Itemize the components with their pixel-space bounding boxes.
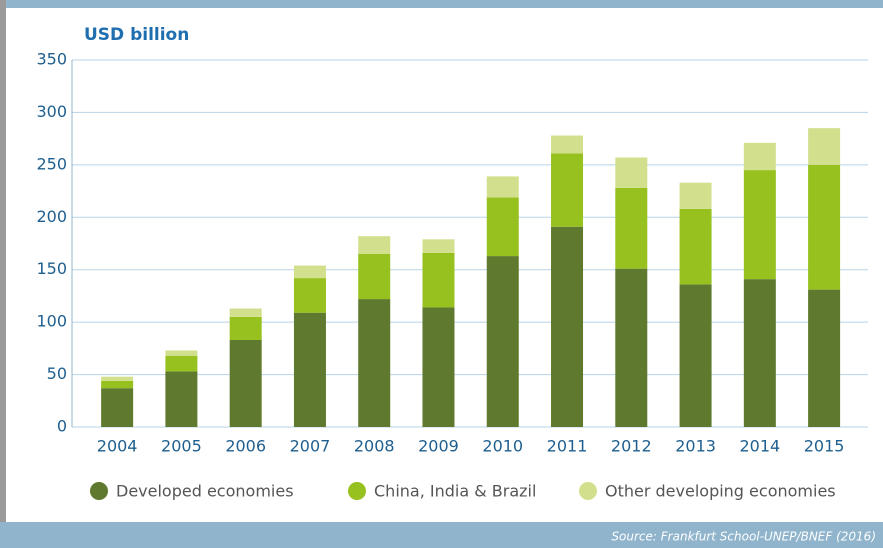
- bar-segment: [165, 350, 198, 356]
- bar-segment: [293, 312, 326, 427]
- source: Source: Frankfurt School-UNEP/BNEF (2016…: [611, 530, 876, 544]
- bar-segment: [293, 278, 326, 313]
- y-tick-label: 350: [36, 50, 67, 69]
- bar-segment: [358, 236, 391, 254]
- bar-segment: [551, 135, 584, 154]
- bar-segment: [422, 252, 455, 308]
- bar-segment: [679, 182, 712, 209]
- x-tick-label: 2007: [290, 437, 331, 456]
- y-tick-label: 50: [47, 364, 67, 383]
- bar-segment: [486, 256, 519, 427]
- bar-segment: [165, 371, 198, 427]
- top-band: [0, 0, 883, 8]
- bar-segment: [165, 355, 198, 372]
- bar-segment: [808, 289, 841, 427]
- y-tick-label: 250: [36, 154, 67, 173]
- bar-segment: [293, 265, 326, 279]
- bar-segment: [229, 339, 262, 427]
- x-tick-label: 2013: [675, 437, 716, 456]
- x-tick-label: 2004: [97, 437, 138, 456]
- bar-segment: [551, 226, 584, 427]
- y-tick-label: 0: [57, 417, 67, 436]
- bar-segment: [808, 128, 841, 165]
- left-edge: [0, 0, 6, 522]
- bottom-band: [0, 522, 883, 548]
- x-tick-label: 2011: [547, 437, 588, 456]
- bar-segment: [615, 268, 648, 427]
- x-tick-label: 2005: [161, 437, 202, 456]
- bar-segment: [551, 153, 584, 227]
- legend-label: Other developing economies: [605, 482, 836, 501]
- bar-segment: [679, 284, 712, 427]
- legend-label: Developed economies: [116, 482, 294, 501]
- x-tick-label: 2009: [418, 437, 459, 456]
- legend-swatch: [579, 482, 597, 500]
- x-tick-label: 2010: [482, 437, 523, 456]
- bar-segment: [743, 170, 776, 280]
- x-tick-label: 2014: [739, 437, 780, 456]
- bar-segment: [101, 376, 134, 381]
- bar-segment: [808, 164, 841, 290]
- bar-segment: [101, 380, 134, 389]
- bar-segment: [358, 253, 391, 300]
- bar-segment: [743, 142, 776, 171]
- bar-segment: [101, 388, 134, 427]
- legend-label: China, India & Brazil: [374, 482, 536, 501]
- bar-segment: [229, 316, 262, 340]
- bar-segment: [358, 299, 391, 427]
- bar-segment: [422, 307, 455, 427]
- x-tick-label: 2006: [225, 437, 266, 456]
- bar-segment: [229, 308, 262, 317]
- bar-segment: [615, 187, 648, 269]
- x-tick-label: 2008: [354, 437, 395, 456]
- y-tick-label: 150: [36, 259, 67, 278]
- legend-swatch: [90, 482, 108, 500]
- x-tick-label: 2012: [611, 437, 652, 456]
- bar-segment: [422, 239, 455, 253]
- bar-segment: [486, 197, 519, 257]
- y-tick-label: 100: [36, 312, 67, 331]
- bar-segment: [486, 176, 519, 198]
- x-tick-label: 2015: [804, 437, 845, 456]
- y-tick-label: 200: [36, 207, 67, 226]
- legend-swatch: [348, 482, 366, 500]
- chart-title: USD billion: [84, 25, 189, 45]
- bar-segment: [743, 279, 776, 427]
- bar-segment: [615, 157, 648, 188]
- y-tick-label: 300: [36, 102, 67, 121]
- bar-segment: [679, 208, 712, 285]
